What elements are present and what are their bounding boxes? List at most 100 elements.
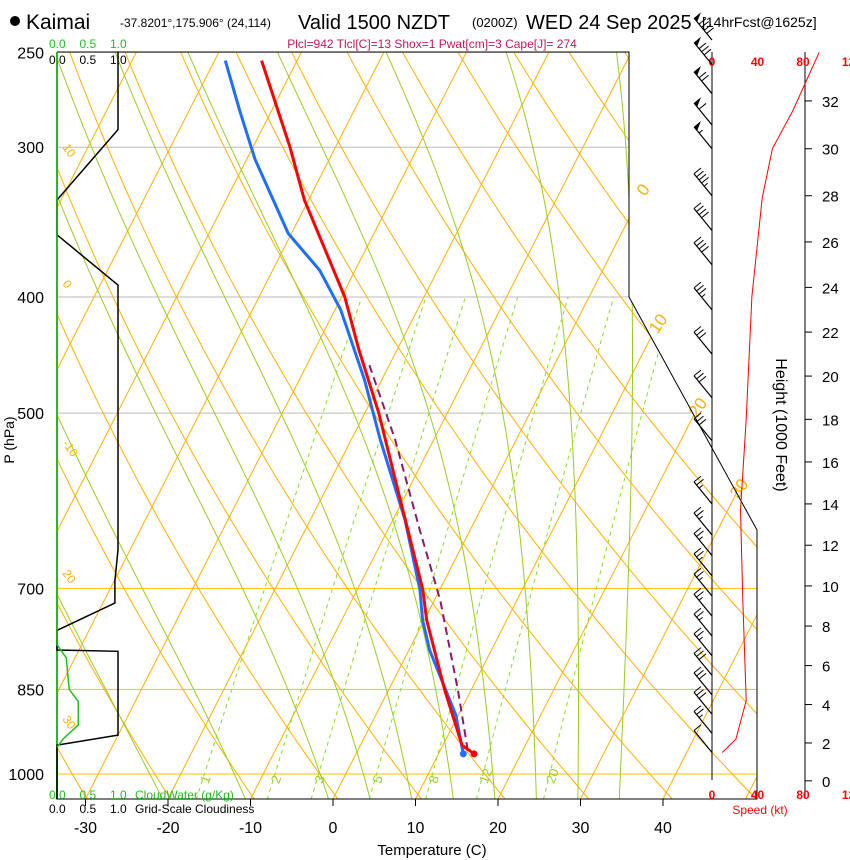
mixing-ratio-label: 3: [312, 773, 329, 785]
barb-feather: [698, 173, 707, 181]
dry-adiabat-line: [392, 52, 757, 799]
valid-date: WED 24 Sep 2025: [526, 12, 692, 34]
barb-feather: [693, 412, 702, 420]
barb-pennant: [694, 121, 701, 131]
height-tick-label: 26: [822, 235, 839, 252]
barb-pennant: [694, 12, 701, 22]
wind-barb-icon: [693, 326, 713, 355]
moist-adiabat-line: [107, 52, 414, 799]
sounding-indices: Plcl=942 Tlcl[C]=13 Shox=1 Pwat[cm]=3 Ca…: [287, 37, 577, 51]
mixing-ratio-line: [543, 296, 674, 799]
barb-feather: [703, 48, 712, 56]
barb-feather: [693, 236, 702, 244]
barb-feather: [693, 202, 702, 209]
cloudwater-tick-bottom: 0.5: [80, 788, 97, 802]
barb-staff: [693, 573, 713, 597]
barb-staff: [693, 652, 713, 676]
barb-feather: [696, 630, 704, 638]
cloudiness-profile: [56, 52, 119, 800]
cloudiness-tick-bottom: 0.5: [80, 802, 97, 816]
wind-barb-icon: [693, 475, 713, 505]
barb-feather: [698, 287, 707, 295]
barb-half-feather: [698, 129, 703, 134]
isotherm-line: [82, 52, 478, 799]
barb-staff: [693, 711, 713, 734]
barb-staff: [693, 512, 713, 536]
moist-adiabat-line: [613, 52, 633, 799]
barb-staff: [693, 672, 713, 696]
barb-feather: [696, 415, 704, 423]
barb-feather: [696, 550, 704, 558]
height-tick-label: 12: [822, 538, 839, 555]
barb-feather: [698, 42, 707, 50]
cloudwater-tick-top: 0.5: [80, 37, 97, 51]
x-tick-label: 40: [654, 820, 672, 837]
dry-adiabat-line: [282, 52, 757, 799]
barb-feather: [696, 571, 704, 578]
barb-feather: [706, 27, 714, 34]
x-tick-label: 10: [407, 820, 425, 837]
wind-barb-icon: [693, 236, 713, 266]
barb-feather: [693, 326, 702, 333]
barb-pennant: [694, 65, 701, 76]
barb-feather: [696, 284, 704, 292]
pressure-tick-label: 300: [17, 140, 44, 157]
barb-feather: [696, 650, 704, 657]
mixing-ratio-line: [475, 296, 615, 799]
height-tick-label: 24: [822, 280, 839, 297]
forecast-info: [14hrFcst@1625z]: [702, 14, 817, 30]
dry-adiabat-line: [337, 52, 757, 799]
barb-feather: [696, 205, 704, 212]
pressure-tick-label: 400: [17, 290, 44, 307]
dry-adiabat-line: [611, 52, 757, 799]
wind-barb-icon: [693, 724, 713, 753]
barb-staff: [693, 375, 713, 399]
dry-adiabat-line: [117, 52, 594, 799]
barb-feather: [696, 530, 704, 537]
barb-half-feather: [698, 597, 703, 601]
theta-label: 0: [60, 277, 75, 291]
barb-feather: [693, 527, 702, 534]
height-tick-label: 2: [822, 736, 830, 753]
height-tick-label: 18: [822, 412, 839, 429]
moist-adiabat-line: [57, 52, 372, 799]
x-tick-label: -10: [239, 820, 262, 837]
speed-tick-bottom: 40: [751, 788, 765, 802]
dry-adiabat-line: [501, 52, 757, 799]
x-tick-label: 30: [572, 820, 590, 837]
wind-barb-icon: [693, 36, 713, 65]
isotherm-line: [57, 52, 148, 799]
cloudiness-tick-bottom: 1.0: [110, 802, 127, 816]
wind-barb-icon: [693, 121, 713, 150]
dry-adiabat-line: [57, 52, 343, 799]
height-tick-label: 30: [822, 142, 839, 159]
pressure-tick-label: 500: [17, 406, 44, 423]
barb-feather: [693, 567, 702, 575]
barb-staff: [693, 633, 713, 657]
height-tick-label: 4: [822, 698, 830, 715]
height-tick-label: 0: [822, 774, 830, 791]
isotherm-line: [57, 52, 313, 799]
barb-staff: [693, 593, 713, 617]
barb-feather: [693, 647, 702, 654]
barb-feather: [701, 245, 709, 253]
barb-feather: [696, 610, 704, 618]
x-tick-label: 0: [329, 820, 338, 837]
dry-adiabat-line: [57, 52, 175, 799]
wind-barb-icon: [693, 527, 713, 556]
barb-feather: [693, 506, 702, 514]
dry-adiabat-line: [227, 52, 757, 799]
isotherm-label: 0: [633, 180, 654, 199]
dry-adiabat-line: [57, 52, 259, 799]
speed-tick-top: 40: [751, 55, 765, 69]
barb-feather: [698, 242, 707, 250]
temperature-line: [260, 60, 475, 756]
wind-barb-icon: [693, 167, 713, 197]
isotherm-line: [659, 52, 757, 799]
mixing-ratio-line: [310, 296, 466, 799]
barb-feather: [701, 21, 709, 28]
height-tick-label: 10: [822, 579, 839, 596]
barb-half-feather: [698, 636, 703, 641]
barb-feather: [698, 18, 707, 25]
height-tick-label: 32: [822, 94, 839, 111]
